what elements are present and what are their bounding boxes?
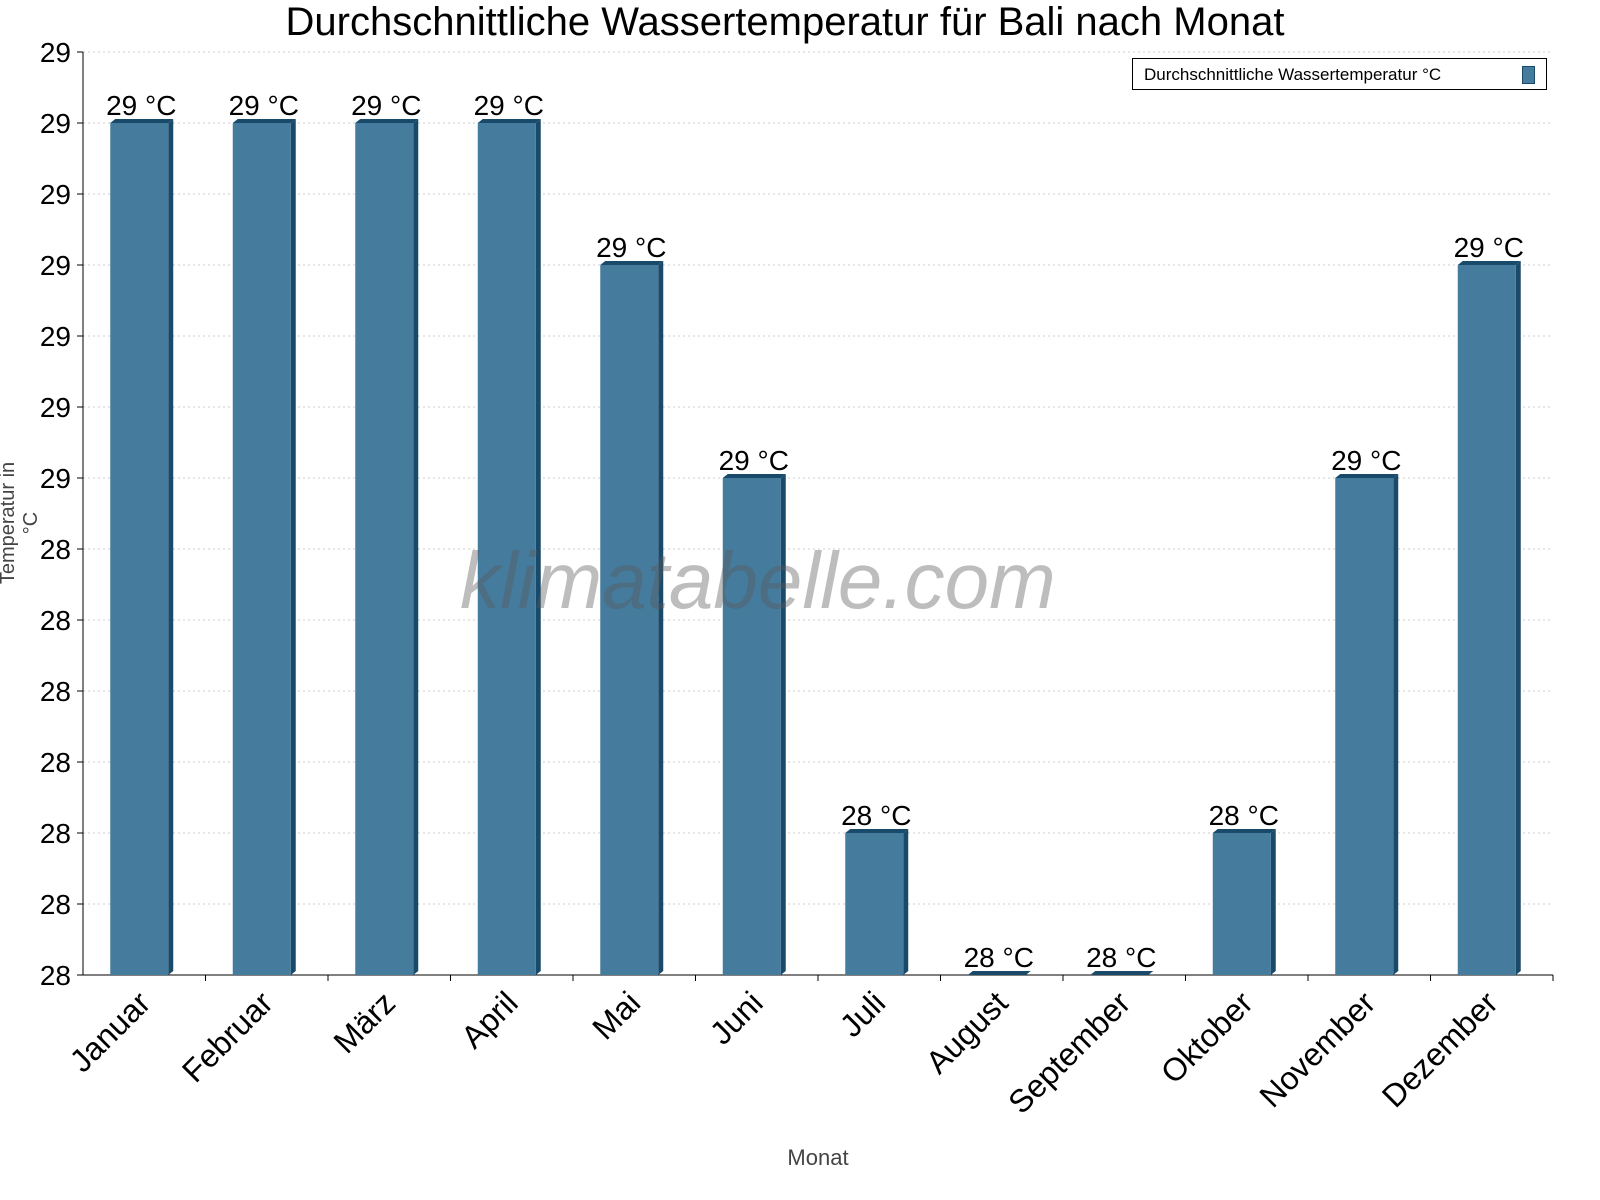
x-axis-label: Monat bbox=[787, 1145, 849, 1170]
bar-top bbox=[110, 119, 174, 123]
bar bbox=[1457, 265, 1516, 975]
bar-top bbox=[1090, 971, 1154, 975]
bar-top bbox=[477, 119, 541, 123]
data-label: 28 °C bbox=[1209, 800, 1279, 831]
bar-side bbox=[658, 261, 664, 975]
y-tick-label: 29 bbox=[40, 108, 71, 139]
bar-side bbox=[1515, 261, 1521, 975]
bar-side bbox=[903, 829, 909, 975]
bar-side bbox=[168, 119, 174, 975]
data-label: 29 °C bbox=[1331, 445, 1401, 476]
data-label: 29 °C bbox=[596, 232, 666, 263]
bar-side bbox=[535, 119, 541, 975]
legend-swatch bbox=[1522, 66, 1535, 84]
bar-top bbox=[845, 829, 909, 833]
y-tick-label: 28 bbox=[40, 534, 71, 565]
x-tick-label: Mai bbox=[585, 984, 647, 1046]
bar-top bbox=[1212, 829, 1276, 833]
legend-label: Durchschnittliche Wassertemperatur °C bbox=[1144, 65, 1442, 84]
bar bbox=[722, 478, 781, 975]
x-tick-label: August bbox=[919, 984, 1015, 1080]
data-label: 28 °C bbox=[1086, 942, 1156, 973]
watermark: klimatabelle.com bbox=[460, 536, 1056, 625]
data-label: 29 °C bbox=[1454, 232, 1524, 263]
bar bbox=[232, 123, 291, 975]
x-tick-label: November bbox=[1252, 984, 1382, 1114]
y-tick-label: 29 bbox=[40, 179, 71, 210]
bar bbox=[1335, 478, 1394, 975]
bar-side bbox=[1270, 829, 1276, 975]
bar-side bbox=[1393, 474, 1399, 975]
bar-side bbox=[413, 119, 419, 975]
x-tick-label: Dezember bbox=[1375, 984, 1505, 1114]
y-tick-label: 29 bbox=[40, 250, 71, 281]
y-tick-label: 28 bbox=[40, 818, 71, 849]
bar-top bbox=[722, 474, 786, 478]
y-axis-label: Temperatur in °C bbox=[0, 461, 42, 585]
bar bbox=[355, 123, 414, 975]
data-label: 29 °C bbox=[229, 90, 299, 121]
x-tick-label: Juni bbox=[703, 984, 770, 1051]
y-tick-label: 28 bbox=[40, 747, 71, 778]
legend: Durchschnittliche Wassertemperatur °C bbox=[1132, 58, 1547, 90]
x-tick-label: Februar bbox=[175, 984, 280, 1089]
bar bbox=[845, 833, 904, 975]
x-tick-label: Juli bbox=[833, 984, 892, 1043]
bar bbox=[110, 123, 169, 975]
x-tick-label: September bbox=[1001, 984, 1137, 1120]
data-label: 28 °C bbox=[841, 800, 911, 831]
bar-top bbox=[600, 261, 664, 265]
bar-top bbox=[967, 971, 1031, 975]
bar-top bbox=[232, 119, 296, 123]
bar-top bbox=[1335, 474, 1399, 478]
y-tick-label: 28 bbox=[40, 889, 71, 920]
bar-side bbox=[780, 474, 786, 975]
y-tick-label: 29 bbox=[40, 463, 71, 494]
bar-top bbox=[1457, 261, 1521, 265]
bar bbox=[1212, 833, 1271, 975]
data-label: 29 °C bbox=[719, 445, 789, 476]
bar-top bbox=[355, 119, 419, 123]
y-tick-label: 29 bbox=[40, 321, 71, 352]
data-label: 28 °C bbox=[964, 942, 1034, 973]
data-label: 29 °C bbox=[106, 90, 176, 121]
bar bbox=[477, 123, 536, 975]
y-tick-label: 29 bbox=[40, 392, 71, 423]
x-tick-label: April bbox=[454, 984, 525, 1055]
data-label: 29 °C bbox=[474, 90, 544, 121]
y-tick-label: 28 bbox=[40, 605, 71, 636]
bar-side bbox=[290, 119, 296, 975]
y-tick-label: 28 bbox=[40, 960, 71, 991]
y-tick-label: 29 bbox=[40, 37, 71, 68]
x-tick-label: Januar bbox=[63, 984, 158, 1079]
x-tick-label: März bbox=[326, 984, 402, 1060]
bar bbox=[600, 265, 659, 975]
chart-title: Durchschnittliche Wassertemperatur für B… bbox=[285, 0, 1285, 44]
data-label: 29 °C bbox=[351, 90, 421, 121]
y-tick-label: 28 bbox=[40, 676, 71, 707]
x-tick-label: Oktober bbox=[1154, 984, 1260, 1090]
